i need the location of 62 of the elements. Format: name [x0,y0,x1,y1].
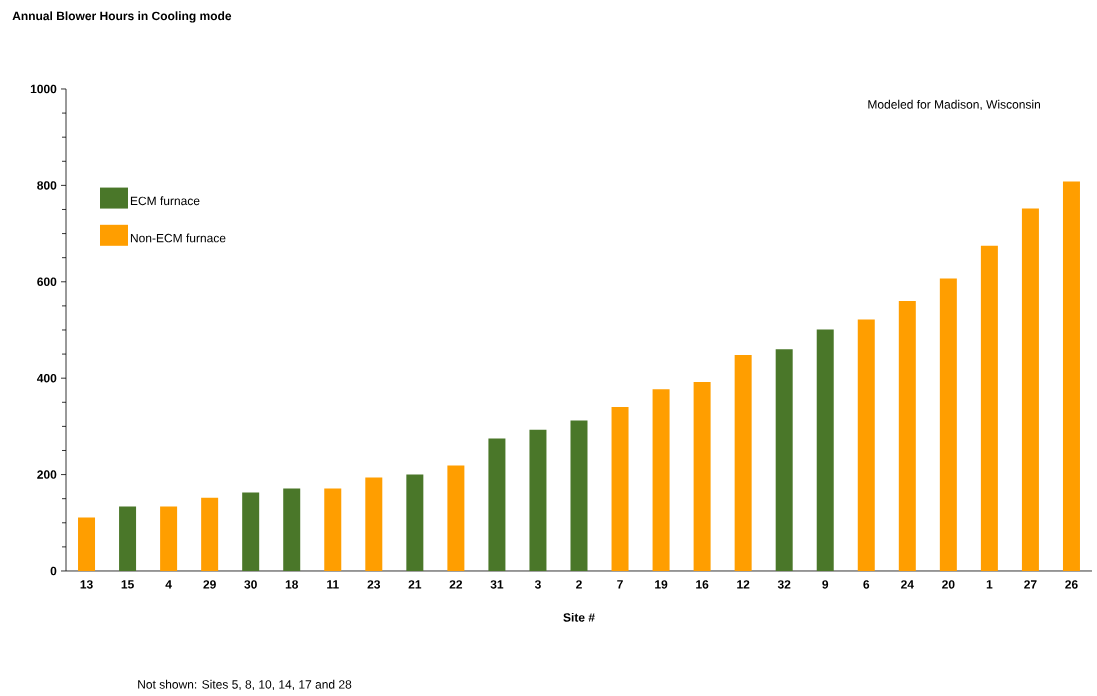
bar [652,389,670,571]
x-tick-label: 19 [655,580,668,589]
bar [816,329,834,571]
x-tick-label: 21 [408,580,422,589]
text: Not shown: Sites 5, 8, 10, 14, 17 and 28 [138,679,352,691]
x-tick-label: 22 [449,580,463,589]
x-tick-label: 20 [942,580,955,589]
x-tick-label: 23 [367,580,381,589]
x-tick-label: 2 [576,580,582,589]
y-tick-label: 600 [37,277,57,287]
x-tick-label: 15 [121,580,134,589]
x-tick-label: 4 [165,580,172,589]
bar [529,429,547,571]
y-tick-label: 0 [50,566,57,576]
x-tick-label: 11 [327,580,339,589]
bar [611,407,629,571]
x-tick-label: 3 [534,580,541,589]
bar [898,301,916,571]
x-tick-label: 27 [1024,580,1037,589]
chart-title: Annual Blower Hours in Cooling mode [12,11,232,23]
y-tick-label: 1000 [30,84,57,94]
x-tick-label: 26 [1065,580,1078,589]
bar [201,497,219,571]
x-tick-label: 13 [80,580,93,589]
y-tick-label: 800 [37,181,57,190]
bar [119,506,137,571]
bar [980,245,998,571]
x-tick-label: 18 [285,580,299,589]
bar [365,477,383,571]
y-tick-label: 200 [37,470,57,479]
bar [242,492,260,571]
bar [734,355,752,571]
x-tick-label: 6 [863,580,870,589]
bar [1062,181,1080,571]
x-tick-label: 32 [777,580,791,589]
bar [857,319,875,571]
bar [693,382,711,571]
y-tick-label: 400 [36,373,57,383]
bar [939,278,957,571]
x-axis-title: Site # [563,612,595,622]
x-tick-label: 12 [737,580,750,589]
x-tick-label: 16 [696,580,709,589]
x-tick-label: 1 [986,580,993,589]
annotation: Modeled for Madison, Wisconsin [868,99,1040,111]
legend-label: Non-ECM furnace [130,233,226,243]
x-tick-label: 29 [203,580,216,589]
bar [160,506,178,571]
bar [406,474,424,571]
legend-label: ECM furnace [130,196,200,206]
x-tick-label: 9 [822,580,829,589]
x-tick-label: 31 [490,580,504,589]
x-tick-label: 7 [617,580,623,589]
bar [488,438,506,571]
bar [78,517,96,571]
bar [1021,208,1039,571]
bar [447,465,465,571]
bar [324,488,342,571]
x-tick-label: 30 [244,580,257,589]
x-tick-label: 24 [901,580,914,589]
bar [570,420,588,571]
bar [775,349,793,571]
bar [283,488,301,571]
